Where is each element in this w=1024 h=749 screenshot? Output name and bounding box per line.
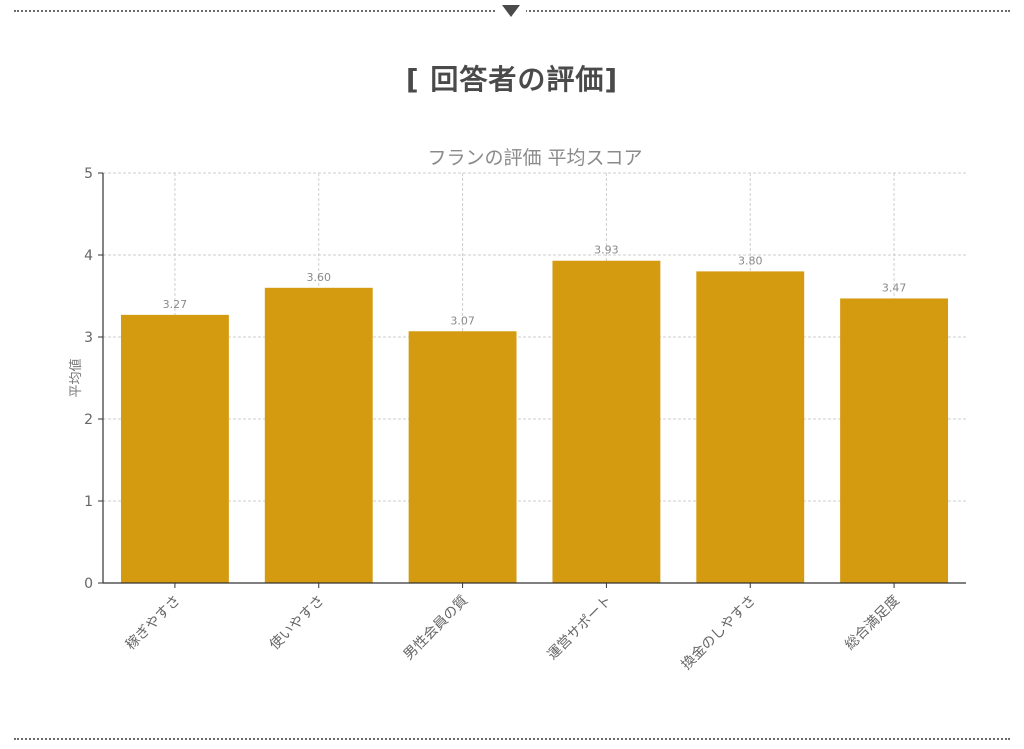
bar-value-label: 3.47 (882, 281, 907, 294)
bar (264, 287, 373, 583)
x-category-label: 使いやすさ (266, 592, 328, 654)
bar-value-label: 3.27 (163, 298, 188, 311)
y-tick-label: 3 (84, 330, 93, 346)
x-category-label: 総合満足度 (842, 593, 903, 654)
y-axis-label: 平均値 (68, 358, 84, 397)
bar-value-label: 3.80 (738, 254, 763, 267)
bottom-divider (14, 738, 1010, 740)
bar-value-label: 3.93 (594, 244, 619, 257)
x-category-label: 換金のしやすさ (679, 593, 760, 674)
y-tick-label: 1 (84, 494, 93, 510)
x-category-label: 稼ぎやすさ (123, 593, 184, 654)
bar (408, 331, 517, 583)
bar (696, 271, 805, 583)
y-tick-label: 0 (84, 576, 93, 592)
grid-layer (103, 172, 966, 583)
down-arrow-icon (502, 5, 520, 17)
bar-value-label: 3.07 (450, 314, 475, 327)
chart-title: フランの評価 平均スコア (427, 147, 642, 169)
bar-value-label: 3.60 (307, 271, 332, 284)
bar (552, 260, 661, 583)
bar (120, 314, 229, 583)
axes-layer (98, 172, 966, 588)
y-tick-label: 5 (84, 166, 93, 182)
bars-layer (120, 260, 949, 583)
bar (840, 298, 949, 583)
y-tick-label: 2 (84, 412, 93, 428)
x-category-label: 男性会員の質 (401, 593, 472, 664)
section-heading: [ 回答者の評価] (405, 63, 619, 96)
x-category-label: 運営サポート (545, 593, 616, 664)
bar-chart: 0 1 2 3 4 5 3.27 稼ぎやすさ 3.60 使いやすさ 3.07 男性会員の質 3.93 運営… (68, 147, 966, 674)
y-tick-label: 4 (84, 248, 93, 264)
